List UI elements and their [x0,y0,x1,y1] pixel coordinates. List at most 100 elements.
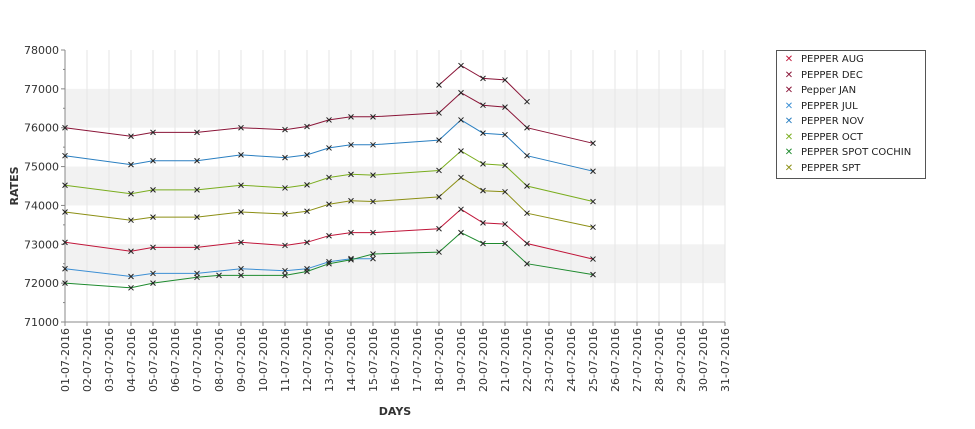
x-tick-label: 31-07-2016 [719,328,732,392]
x-tick-label: 05-07-2016 [147,328,160,392]
data-point [502,104,508,110]
data-point [326,145,332,151]
legend-marker-icon: ✕ [784,54,794,65]
series-line [64,258,373,278]
data-point [502,77,508,83]
data-point [590,256,596,262]
data-point [238,239,244,246]
legend-item: ✕ PEPPER OCT [777,130,925,146]
y-tick-label: 72000 [24,277,59,290]
legend-marker-icon: ✕ [784,162,794,174]
series-pepper-spot-cochin [62,229,596,291]
data-point [480,130,486,137]
legend-label: PEPPER NOV [801,116,864,127]
data-point [128,273,134,280]
data-point [480,220,486,226]
data-point [150,187,156,193]
legend-marker-icon: ✕ [784,116,794,127]
legend-item: ✕ PEPPER SPT [777,161,925,177]
data-point [480,75,486,82]
x-tick-label: 25-07-2016 [587,328,600,392]
x-tick-label: 01-07-2016 [59,328,72,392]
x-tick-label: 13-07-2016 [323,328,336,392]
series-pepper-nov [62,117,596,175]
data-point [480,102,486,109]
data-point [458,174,464,181]
data-point [238,182,244,189]
data-point [458,206,464,213]
data-point [436,110,442,116]
x-axis-title: DAYS [379,405,412,418]
data-point [304,239,310,246]
data-point [238,124,244,131]
legend-item: ✕ PEPPER SPOT COCHIN [777,145,925,161]
series-layer [62,62,596,291]
data-point [282,126,288,133]
data-point [282,211,288,217]
series-pepper-dec [436,62,530,105]
y-tick-label: 71000 [24,316,59,329]
data-point [304,268,310,275]
x-tick-label: 08-07-2016 [213,328,226,392]
y-tick-label: 74000 [24,199,59,212]
data-point [348,256,354,263]
data-point [194,129,200,136]
data-point [370,141,376,148]
data-point [282,272,288,279]
vertical-gridlines [64,50,726,322]
data-point [194,187,200,193]
x-tick-label: 16-07-2016 [389,328,402,392]
data-point [62,265,68,272]
x-tick-label: 22-07-2016 [521,328,534,392]
data-point [128,284,134,291]
data-point [238,152,244,158]
data-point [348,171,354,178]
data-point [194,214,200,220]
data-point [458,89,464,96]
data-point [326,232,332,239]
data-point [502,131,508,138]
data-point [524,260,530,267]
x-tick-label: 03-07-2016 [103,328,116,392]
series-pepper-aug [62,206,596,262]
series-line [64,208,594,260]
series-line [64,119,594,172]
data-point [524,124,530,131]
data-point [458,148,464,154]
data-point [62,182,68,189]
data-point [128,248,134,255]
data-point [370,251,376,257]
data-point [150,157,156,164]
x-tick-label: 26-07-2016 [609,328,622,392]
data-point [238,209,244,215]
data-point [370,198,376,205]
data-point [502,221,508,227]
legend-item: ✕ PEPPER DEC [777,68,925,84]
data-point [458,229,464,236]
data-point [436,82,442,88]
data-point [194,244,200,251]
series-line [64,92,594,144]
legend: ✕ PEPPER AUG ✕ PEPPER DEC ✕ Pepper JAN ✕ PEPPER… [776,50,926,179]
y-tick-label: 75000 [24,161,59,174]
x-tick-label: 12-07-2016 [301,328,314,392]
data-point [524,98,530,105]
x-tick-label: 09-07-2016 [235,328,248,392]
data-point [282,154,288,161]
data-point [502,240,508,247]
legend-marker-icon: ✕ [784,131,794,143]
legend-label: Pepper JAN [801,85,857,96]
data-point [194,157,200,164]
data-point [436,167,442,174]
y-tick-label: 78000 [24,44,59,57]
y-axis-ticks: 71000 72000 73000 74000 75000 76000 77000 78000 [24,44,65,329]
data-point [348,229,354,236]
x-tick-label: 23-07-2016 [543,328,556,392]
legend-item: ✕ PEPPER NOV [777,114,925,130]
series-pepper-oct [62,148,596,205]
data-point [370,229,376,236]
data-point [524,240,530,247]
x-tick-label: 17-07-2016 [411,328,424,392]
legend-label: PEPPER AUG [801,54,864,65]
